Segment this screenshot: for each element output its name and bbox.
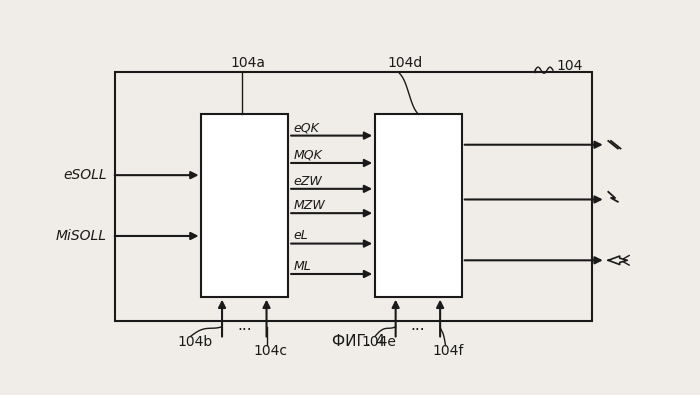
Text: 104a: 104a [230, 56, 265, 70]
Text: eL: eL [294, 229, 309, 243]
Text: ...: ... [237, 318, 251, 333]
Text: 104c: 104c [253, 344, 287, 358]
Text: ML: ML [294, 260, 312, 273]
Text: MZW: MZW [294, 199, 326, 212]
Text: MiSOLL: MiSOLL [55, 229, 106, 243]
Bar [115, 72, 592, 321]
Text: 104d: 104d [387, 56, 423, 70]
Text: ФИГ. 4: ФИГ. 4 [332, 333, 385, 348]
Text: 104: 104 [556, 59, 583, 73]
Bar [375, 114, 462, 297]
Text: 104e: 104e [361, 335, 396, 349]
Text: eQK: eQK [294, 122, 319, 135]
Text: eZW: eZW [294, 175, 323, 188]
Text: MQK: MQK [294, 149, 323, 162]
Text: eSOLL: eSOLL [63, 168, 106, 182]
Bar [202, 114, 288, 297]
Text: ...: ... [411, 318, 425, 333]
Text: 104f: 104f [432, 344, 463, 358]
Text: 104b: 104b [177, 335, 212, 349]
